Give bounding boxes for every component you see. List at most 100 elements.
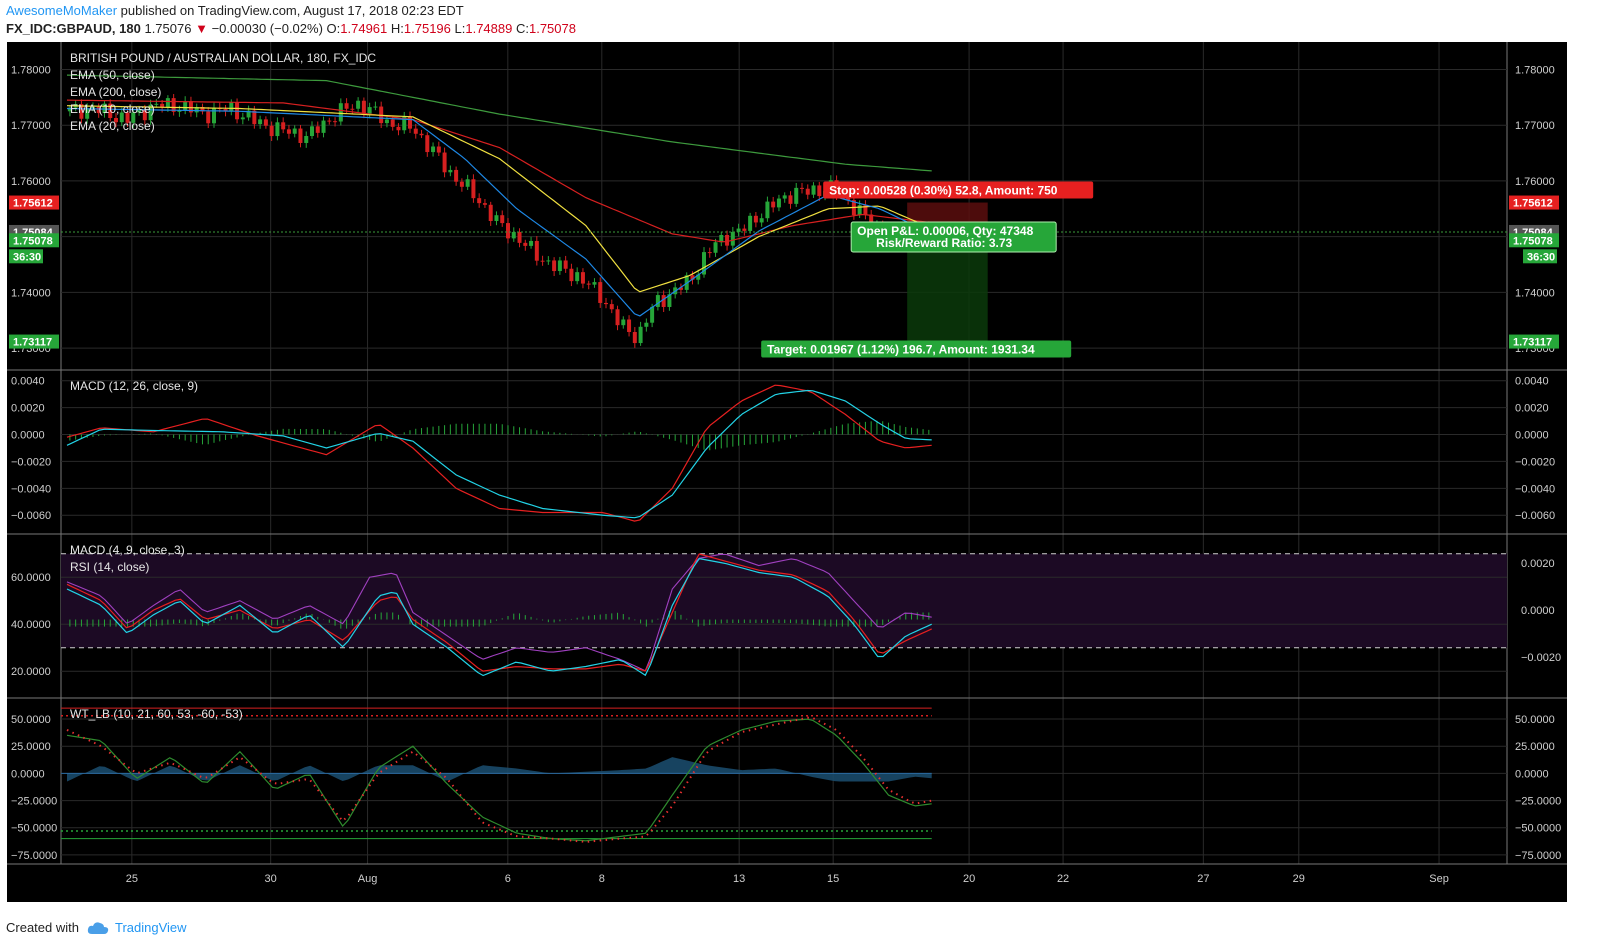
ohlc-line: FX_IDC:GBPAUD, 180 1.75076 ▼ −0.00030 (−… xyxy=(6,21,576,36)
symbol-label: FX_IDC:GBPAUD, 180 xyxy=(6,21,141,36)
rsi-line xyxy=(66,553,932,672)
candle-body xyxy=(459,181,464,187)
candle-body xyxy=(817,185,822,197)
x-tick-label: 20 xyxy=(963,873,975,885)
candle-body xyxy=(604,302,609,305)
candle-body xyxy=(258,119,263,125)
candle-body xyxy=(788,195,793,204)
x-tick-label: Sep xyxy=(1429,873,1449,885)
y-tick-label-left: 0.0040 xyxy=(11,376,45,388)
price-tag-right-text: 1.73117 xyxy=(1513,337,1552,349)
candle-body xyxy=(534,240,539,261)
y-tick-label-right: 0.0040 xyxy=(1515,376,1549,388)
chart-svg[interactable]: 25 30 Aug 6 8 13 15 20 22 27 29 Sep 1.78000 1.78000 1.… xyxy=(7,42,1567,902)
candle-body xyxy=(529,240,534,246)
candle-body xyxy=(759,218,764,223)
countdown-left xyxy=(9,249,43,264)
candle-body xyxy=(517,231,522,243)
target-label-box[interactable] xyxy=(761,340,1072,358)
x-tick-label: 13 xyxy=(733,873,745,885)
candle-body xyxy=(333,121,338,123)
candle-body xyxy=(119,112,124,123)
candle-body xyxy=(448,169,453,173)
x-tick-label: 22 xyxy=(1057,873,1069,885)
y-tick-label-left: 60.0000 xyxy=(11,572,51,584)
close-value: 1.75078 xyxy=(528,21,576,36)
y-tick-label-left: −75.0000 xyxy=(11,850,57,862)
price-tag-right xyxy=(1509,233,1559,248)
chart-area[interactable]: 25 30 Aug 6 8 13 15 20 22 27 29 Sep 1.78000 1.78000 1.… xyxy=(7,42,1567,902)
author-link[interactable]: AwesomeMoMaker xyxy=(6,3,118,18)
price-tag-right xyxy=(1509,334,1559,349)
candle-body xyxy=(552,260,557,272)
price-tag-left xyxy=(9,195,59,210)
candle-body xyxy=(563,260,568,269)
candle-body xyxy=(177,110,182,112)
y-tick-label-right: −0.0040 xyxy=(1515,483,1555,495)
candle-body xyxy=(96,106,101,114)
candle-body xyxy=(644,322,649,327)
wt2-line xyxy=(66,716,932,843)
y-tick-label-right: 1.76000 xyxy=(1515,176,1555,188)
candle-body xyxy=(206,111,211,124)
candle-body xyxy=(707,252,712,254)
tradingview-link[interactable]: TradingView xyxy=(87,920,187,935)
candle-body xyxy=(154,103,159,105)
candle-body xyxy=(690,275,695,280)
candle-body xyxy=(800,187,805,189)
ema200-line xyxy=(66,74,932,172)
candle-body xyxy=(776,198,781,208)
macd2-line xyxy=(66,557,932,677)
candle-body xyxy=(338,103,343,122)
candle-body xyxy=(275,122,280,137)
candle-body xyxy=(638,326,643,344)
y-tick-label-left: −0.0020 xyxy=(11,456,51,468)
candle-body xyxy=(402,116,407,131)
candle-body xyxy=(598,282,603,303)
candle-body xyxy=(200,107,205,112)
candle-body xyxy=(315,126,320,133)
y-tick-label-right: 1.78000 xyxy=(1515,65,1555,77)
candle-body xyxy=(696,274,701,280)
chart-background xyxy=(7,42,1567,902)
change-text: −0.00030 (−0.02%) xyxy=(211,21,323,36)
candle-body xyxy=(811,185,816,195)
rr-label-text: Risk/Reward Ratio: 3.73 xyxy=(876,236,1012,250)
candle-body xyxy=(725,235,730,246)
candle-body xyxy=(869,214,874,226)
pnl-label-text: Open P&L: 0.00006, Qty: 47348 xyxy=(857,224,1033,238)
macd-line xyxy=(66,389,932,519)
pnl-label-box[interactable] xyxy=(850,221,1057,253)
candle-body xyxy=(240,117,245,120)
ema50-line xyxy=(66,99,932,243)
candle-body xyxy=(194,107,199,113)
candle-body xyxy=(148,104,153,121)
stop-label-box[interactable] xyxy=(823,181,1094,199)
y-tick-label-right: 50.0000 xyxy=(1515,714,1555,726)
y-tick-label-left: 0.0000 xyxy=(11,768,45,780)
candle-body xyxy=(782,195,787,199)
candle-body xyxy=(321,120,326,133)
down-arrow-icon: ▼ xyxy=(195,21,208,36)
legend-item: EMA (10, close) xyxy=(70,102,155,116)
low-value: 1.74889 xyxy=(465,21,513,36)
candle-body xyxy=(436,146,441,153)
candle-body xyxy=(125,112,130,123)
candle-body xyxy=(350,108,355,110)
x-tick-label: 30 xyxy=(265,873,277,885)
chart-title: BRITISH POUND / AUSTRALIAN DOLLAR, 180, … xyxy=(70,51,376,65)
candle-body xyxy=(540,260,545,262)
candle-body xyxy=(454,169,459,182)
candle-body xyxy=(85,108,90,119)
y-tick-label-left: 20.0000 xyxy=(11,666,51,678)
target-label-text: Target: 0.01967 (1.12%) 196.7, Amount: 1… xyxy=(767,343,1035,357)
y-tick-label-right: −75.0000 xyxy=(1515,850,1561,862)
open-label: O: xyxy=(326,21,341,36)
candle-body xyxy=(586,283,591,285)
tradingview-brand-text: TradingView xyxy=(114,920,187,935)
candle-body xyxy=(79,104,84,119)
candle-body xyxy=(805,188,810,195)
candle-body xyxy=(857,205,862,216)
candle-body xyxy=(719,235,724,243)
candle-body xyxy=(90,106,95,109)
